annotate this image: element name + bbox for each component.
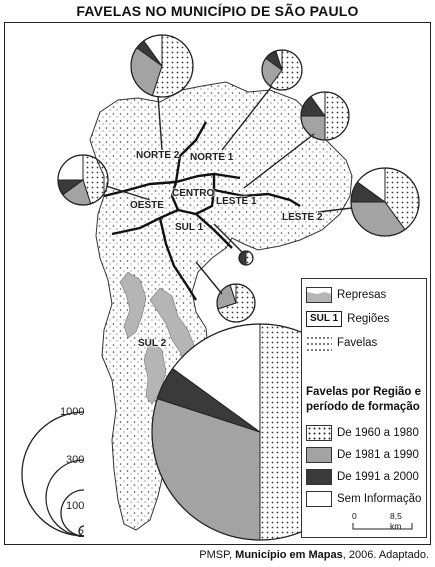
- legend-favelas-label: Favelas: [337, 337, 378, 349]
- pie-outline: [261, 49, 303, 91]
- pie-sul1: [216, 283, 256, 323]
- pie-outline: [238, 250, 254, 266]
- pie-slice: [238, 250, 247, 266]
- size-reference: [21, 411, 85, 537]
- pie-norte2: [130, 34, 194, 98]
- gray-swatch: [306, 447, 332, 463]
- size-label-1000: 1000: [60, 406, 85, 418]
- size-circle-300: [45, 459, 85, 537]
- leader-line: [195, 261, 223, 295]
- pie-oeste: [57, 154, 109, 206]
- leader-line: [213, 223, 243, 253]
- legend-period-none: Sem Informação: [306, 489, 421, 509]
- legend-period-1981: De 1981 a 1990: [306, 445, 419, 465]
- favelas-swatch: [306, 335, 332, 351]
- pie-leste1: [300, 91, 350, 141]
- scale-label: 8,5 km: [390, 511, 402, 531]
- legend-period-1981-label: De 1981 a 1990: [337, 449, 419, 461]
- pie-slice: [245, 250, 254, 266]
- region-label-leste2: LESTE 2: [282, 212, 323, 223]
- legend-period-1991: De 1991 a 2000: [306, 467, 419, 487]
- leader-line: [221, 85, 273, 151]
- pie-norte1: [261, 49, 303, 91]
- size-circle-2: [78, 525, 85, 537]
- legend-favelas: Favelas: [306, 333, 377, 353]
- regioes-sample-box: SUL 1: [306, 311, 343, 327]
- map-title: FAVELAS NO MUNICÍPIO DE SÃO PAULO: [76, 3, 359, 19]
- leader-line: [317, 207, 353, 213]
- represa-guarapiranga: [119, 271, 147, 339]
- source-suffix: , 2006. Adaptado.: [342, 549, 429, 561]
- source-work: Município em Mapas: [235, 549, 343, 561]
- pie-outline: [350, 167, 420, 237]
- source-prefix: PMSP,: [199, 549, 236, 561]
- region-label-centro: CENTRO: [172, 188, 215, 199]
- map-legend: Represas SUL 1 Regiões Favelas Favelas p…: [301, 278, 427, 538]
- pie-slice: [324, 91, 350, 141]
- pie-outline: [130, 34, 194, 98]
- region-label-norte1: NORTE 1: [190, 152, 234, 163]
- pie-outline: [300, 91, 350, 141]
- size-circle-100: [60, 489, 85, 537]
- represas-swatch: [306, 287, 332, 303]
- legend-regioes-label: Regiões: [347, 313, 390, 325]
- pie-leste2: [350, 167, 420, 237]
- legend-regioes: SUL 1 Regiões: [306, 309, 389, 329]
- map-frame: [4, 22, 431, 545]
- represa-south: [143, 339, 167, 405]
- legend-represas-label: Represas: [337, 289, 387, 301]
- leader-line: [243, 133, 315, 189]
- region-label-sul2: SUL 2: [138, 338, 167, 349]
- legend-period-1960-label: De 1960 a 1980: [337, 427, 419, 439]
- pie-outline: [216, 283, 256, 323]
- dotted-swatch: [306, 425, 332, 441]
- white-swatch: [306, 491, 332, 507]
- size-label-300: 300: [66, 454, 85, 466]
- region-label-oeste: OESTE: [130, 200, 164, 211]
- legend-period-1960: De 1960 a 1980: [306, 423, 419, 443]
- dark-swatch: [306, 469, 332, 485]
- size-label-100: 100: [66, 500, 85, 512]
- size-label-2: 2: [78, 528, 85, 540]
- scale-zero: 0: [352, 511, 357, 521]
- legend-period-none-label: Sem Informação: [337, 493, 422, 505]
- region-label-norte2: NORTE 2: [136, 150, 180, 161]
- leader-line: [157, 95, 163, 151]
- scale-bar: 0 8,5 km: [352, 511, 414, 533]
- legend-represas: Represas: [306, 285, 386, 305]
- size-circle-1000: [21, 411, 85, 537]
- legend-period-1991-label: De 1991 a 2000: [337, 471, 419, 483]
- legend-period-heading: Favelas por Região e período de formação: [306, 386, 422, 413]
- region-label-sul1: SUL 1: [175, 222, 204, 233]
- pie-centro: [238, 250, 254, 266]
- map-source: PMSP, Município em Mapas, 2006. Adaptado…: [199, 549, 429, 561]
- leader-lines: [105, 85, 353, 295]
- pie-outline: [57, 154, 109, 206]
- region-label-leste1: LESTE 1: [216, 196, 257, 207]
- leader-line: [105, 185, 151, 201]
- region-borders: [103, 121, 301, 301]
